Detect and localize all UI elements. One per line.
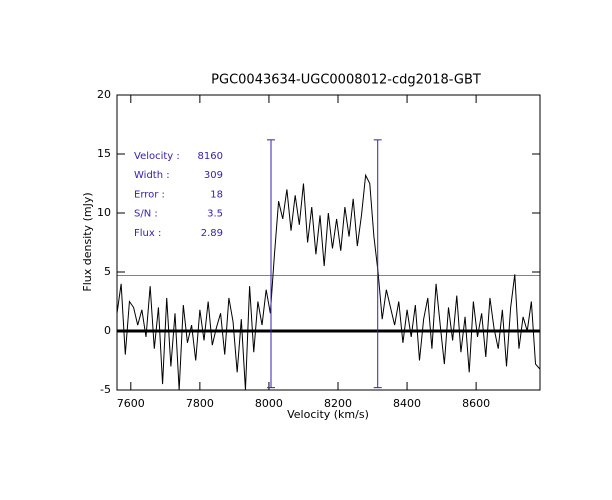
annotation-label: Width : [134, 170, 170, 181]
x-tick-label: 7800 [186, 397, 214, 410]
annotation-value: 18 [210, 189, 223, 200]
annotation-value: 8160 [198, 151, 223, 162]
x-tick-label: 8600 [462, 397, 490, 410]
x-tick-label: 8200 [324, 397, 352, 410]
x-tick-label: 7600 [117, 397, 145, 410]
plot-frame [116, 94, 541, 391]
annotation-label: S/N : [134, 209, 158, 220]
annotation-value: 309 [204, 170, 223, 181]
annotation-label: Error : [134, 189, 165, 200]
annotation-label: Flux : [134, 228, 161, 239]
y-tick-label: 10 [97, 206, 111, 219]
y-tick-label: 15 [97, 147, 111, 160]
y-axis-label: Flux density (mJy) [81, 192, 94, 291]
y-tick-label: 5 [104, 265, 111, 278]
x-axis-label: Velocity (km/s) [287, 408, 369, 421]
annotation-value: 3.5 [207, 209, 223, 220]
annotation-value: 2.89 [201, 228, 223, 239]
x-tick-label: 8000 [255, 397, 283, 410]
annotation-label: Velocity : [134, 151, 180, 162]
x-tick-label: 8400 [393, 397, 421, 410]
y-tick-label: -5 [100, 383, 111, 396]
y-tick-label: 20 [97, 88, 111, 101]
spectrum-line [117, 173, 540, 390]
chart-title: PGC0043634-UGC0008012-cdg2018-GBT [211, 73, 481, 88]
y-tick-label: 0 [104, 324, 111, 337]
